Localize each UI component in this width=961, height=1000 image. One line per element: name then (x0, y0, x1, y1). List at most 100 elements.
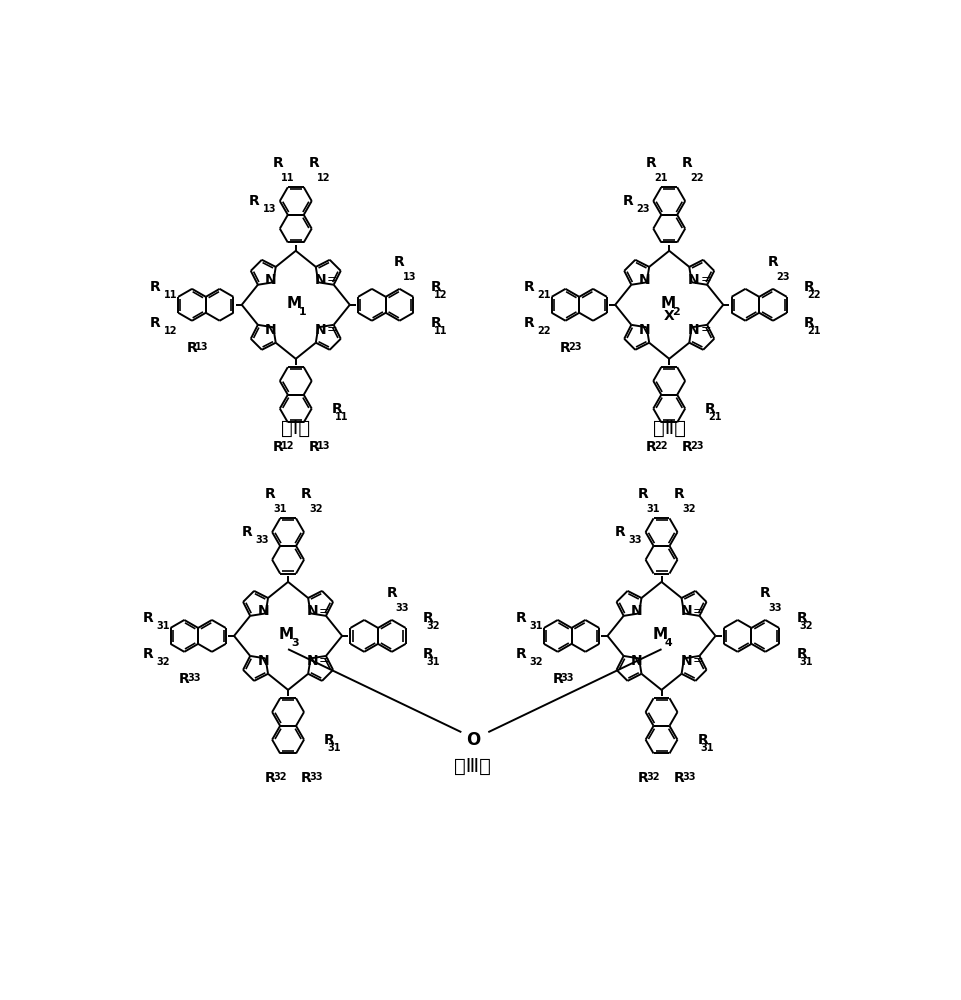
Text: 33: 33 (682, 772, 696, 782)
Text: 13: 13 (263, 204, 277, 214)
Text: R: R (431, 280, 441, 294)
Text: R: R (308, 156, 319, 170)
Text: 33: 33 (187, 673, 201, 683)
Text: 31: 31 (701, 743, 714, 753)
Text: 11: 11 (164, 290, 178, 300)
Text: 22: 22 (654, 441, 668, 451)
Text: 33: 33 (769, 603, 782, 613)
Text: M: M (279, 627, 294, 642)
Text: N: N (265, 323, 277, 337)
Text: 12: 12 (433, 290, 447, 300)
Text: 11: 11 (281, 173, 294, 183)
Text: 32: 32 (309, 504, 323, 514)
Text: 13: 13 (403, 272, 416, 282)
Text: N: N (315, 323, 327, 337)
Text: （Ⅱ）: （Ⅱ） (653, 418, 686, 438)
Text: 33: 33 (309, 772, 323, 782)
Text: =: = (693, 605, 703, 618)
Text: N: N (680, 604, 692, 618)
Text: 21: 21 (537, 290, 551, 300)
Text: 31: 31 (647, 504, 660, 514)
Text: 23: 23 (569, 342, 582, 352)
Text: R: R (142, 647, 153, 661)
Text: （Ⅲ）: （Ⅲ） (455, 757, 491, 776)
Text: 12: 12 (164, 326, 178, 336)
Text: 21: 21 (807, 326, 821, 336)
Text: 12: 12 (317, 173, 331, 183)
Text: R: R (674, 771, 685, 785)
Text: R: R (301, 487, 311, 501)
Text: R: R (797, 647, 807, 661)
Text: N: N (258, 604, 269, 618)
Text: 22: 22 (807, 290, 821, 300)
Text: N: N (265, 273, 277, 287)
Text: 33: 33 (561, 673, 575, 683)
Text: 32: 32 (800, 621, 813, 631)
Text: N: N (258, 654, 269, 668)
Text: R: R (516, 611, 527, 625)
Text: R: R (150, 280, 160, 294)
Text: R: R (797, 611, 807, 625)
Text: R: R (638, 771, 649, 785)
Text: N: N (639, 323, 651, 337)
Text: R: R (241, 525, 252, 539)
Text: R: R (560, 341, 571, 355)
Text: R: R (623, 194, 633, 208)
Text: R: R (264, 487, 276, 501)
Text: =: = (701, 274, 711, 287)
Text: R: R (249, 194, 259, 208)
Text: N: N (688, 323, 700, 337)
Text: 2: 2 (673, 307, 680, 317)
Text: N: N (308, 654, 319, 668)
Text: R: R (301, 771, 311, 785)
Text: 31: 31 (800, 657, 813, 667)
Text: =: = (319, 654, 330, 667)
Text: 13: 13 (195, 342, 209, 352)
Text: 33: 33 (256, 535, 269, 545)
Text: 4: 4 (665, 638, 673, 648)
Text: R: R (682, 440, 693, 454)
Text: R: R (804, 316, 815, 330)
Text: R: R (431, 316, 441, 330)
Text: R: R (698, 733, 708, 747)
Text: 11: 11 (433, 326, 447, 336)
Text: =: = (327, 274, 337, 287)
Text: N: N (308, 604, 319, 618)
Text: =: = (693, 654, 703, 667)
Text: R: R (804, 280, 815, 294)
Text: 31: 31 (426, 657, 439, 667)
Text: 32: 32 (273, 772, 286, 782)
Text: 12: 12 (281, 441, 294, 451)
Text: R: R (682, 156, 693, 170)
Text: R: R (150, 316, 160, 330)
Text: 33: 33 (628, 535, 642, 545)
Text: R: R (768, 255, 778, 269)
Text: =: = (701, 323, 711, 336)
Text: R: R (386, 586, 397, 600)
Text: 32: 32 (647, 772, 660, 782)
Text: R: R (646, 440, 656, 454)
Text: R: R (324, 733, 334, 747)
Text: 32: 32 (157, 657, 170, 667)
Text: 31: 31 (273, 504, 286, 514)
Text: N: N (688, 273, 700, 287)
Text: R: R (638, 487, 649, 501)
Text: 23: 23 (636, 204, 650, 214)
Text: 32: 32 (530, 657, 543, 667)
Text: 31: 31 (530, 621, 543, 631)
Text: N: N (639, 273, 651, 287)
Text: 31: 31 (157, 621, 170, 631)
Text: N: N (631, 654, 643, 668)
Text: N: N (631, 604, 643, 618)
Text: R: R (186, 341, 197, 355)
Text: 23: 23 (776, 272, 790, 282)
Text: R: R (394, 255, 405, 269)
Text: R: R (423, 611, 433, 625)
Text: N: N (680, 654, 692, 668)
Text: 32: 32 (682, 504, 696, 514)
Text: X: X (664, 309, 675, 323)
Text: 31: 31 (327, 743, 340, 753)
Text: N: N (315, 273, 327, 287)
Text: 21: 21 (654, 173, 668, 183)
Text: 1: 1 (299, 307, 307, 317)
